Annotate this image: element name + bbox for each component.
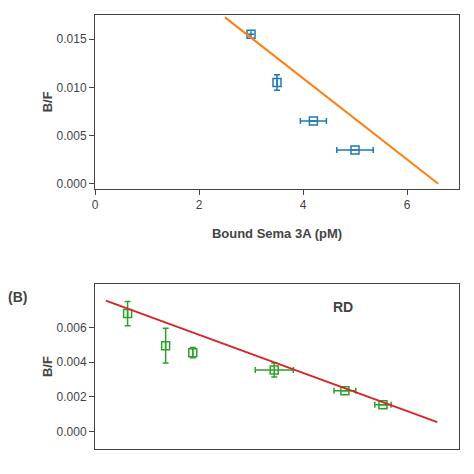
svg-text:RD: RD — [333, 299, 353, 315]
svg-text:0.010: 0.010 — [57, 81, 87, 95]
svg-text:6: 6 — [404, 198, 411, 212]
svg-text:0.000: 0.000 — [57, 425, 87, 439]
svg-text:0.015: 0.015 — [57, 32, 87, 46]
svg-text:2: 2 — [196, 198, 203, 212]
svg-text:0.000: 0.000 — [57, 177, 87, 191]
svg-text:4: 4 — [300, 198, 307, 212]
svg-text:0.005: 0.005 — [57, 129, 87, 143]
svg-text:(B): (B) — [8, 289, 27, 305]
svg-text:Bound Sema 3A (pM): Bound Sema 3A (pM) — [212, 226, 342, 241]
svg-text:0: 0 — [92, 198, 99, 212]
svg-text:0.002: 0.002 — [57, 390, 87, 404]
svg-text:0.004: 0.004 — [57, 355, 87, 369]
svg-text:B/F: B/F — [40, 356, 55, 377]
svg-text:B/F: B/F — [40, 91, 55, 112]
svg-text:0.006: 0.006 — [57, 321, 87, 335]
